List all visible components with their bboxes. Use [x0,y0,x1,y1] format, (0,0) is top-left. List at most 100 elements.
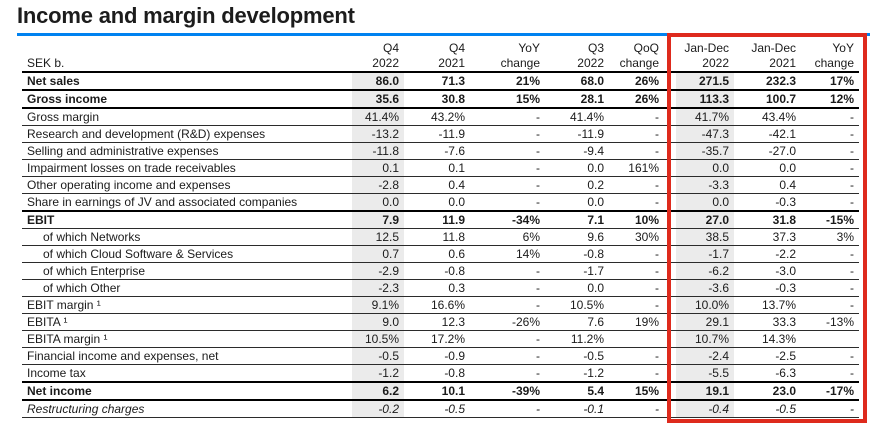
table-row: Net income 6.2 10.1 -39% 5.4 15% 19.1 23.0 -17% [22,382,859,401]
row-label: of which Enterprise [22,262,344,280]
cell-value: 16.6% [404,296,470,314]
cell-value: - [609,176,664,194]
cell-value: - [470,176,545,194]
cell-value: - [470,400,545,418]
cell-value: 10% [609,211,664,229]
cell-value: 3% [801,228,859,246]
table-row: Other operating income and expenses -2.8 0… [22,176,859,194]
column-header-line1: QoQ [633,41,659,55]
cell-value: -13% [801,313,859,331]
cell-value: - [609,364,664,383]
cell-value: - [609,108,664,126]
cell-value: -0.5 [734,400,801,418]
cell-value: 35.6 [344,90,404,109]
cell-value: 0.0 [664,193,734,212]
column-header: Jan-Dec 2022 [664,41,734,73]
table-row: Financial income and expenses, net -0.5 -0… [22,347,859,365]
row-label: Share in earnings of JV and associated c… [22,193,344,212]
cell-value: 14.3% [734,330,801,348]
cell-value: - [609,245,664,263]
row-label: EBITA ¹ [22,313,344,331]
column-header: QoQ change [609,41,664,73]
cell-value: 86.0 [344,72,404,91]
cell-value: 0.0 [545,159,609,177]
cell-value: 13.7% [734,296,801,314]
row-label: Income tax [22,364,344,383]
cell-value: - [801,364,859,383]
row-label: Research and development (R&D) expenses [22,125,344,143]
cell-value: -47.3 [664,125,734,143]
row-label: Restructuring charges [22,400,344,418]
cell-value: 0.0 [734,159,801,177]
cell-value: - [801,347,859,365]
cell-value: - [470,347,545,365]
row-label: Net sales [22,72,344,91]
table-row: EBITA ¹ 9.0 12.3 -26% 7.6 19% 29.1 33.3 -13% [22,313,859,331]
cell-value: 0.2 [545,176,609,194]
cell-value: 68.0 [545,72,609,91]
cell-value: -15% [801,211,859,229]
column-header: Q3 2022 [545,41,609,73]
cell-value: - [609,296,664,314]
cell-value: -42.1 [734,125,801,143]
column-header-line1: Q4 [382,41,399,55]
cell-value: -2.8 [344,176,404,194]
cell-value: -39% [470,382,545,401]
cell-value: -2.2 [734,245,801,263]
row-label: Net income [22,382,344,401]
cell-value: 6% [470,228,545,246]
cell-value: -5.5 [664,364,734,383]
cell-value: - [801,193,859,212]
cell-value: 113.3 [664,90,734,109]
column-header-line2: 2021 [769,55,796,70]
cell-value: -2.4 [664,347,734,365]
cell-value: 29.1 [664,313,734,331]
cell-value: - [470,142,545,160]
income-margin-table: SEK b. Q4 2022 Q4 2021 YoY change Q3 2022 QoQ cha… [22,41,859,418]
cell-value: 12.5 [344,228,404,246]
cell-value: -9.4 [545,142,609,160]
cell-value: 43.2% [404,108,470,126]
cell-value: 0.3 [404,279,470,297]
cell-value: 9.0 [344,313,404,331]
cell-value: 0.0 [664,159,734,177]
cell-value: 0.1 [404,159,470,177]
cell-value: -17% [801,382,859,401]
cell-value: 10.7% [664,330,734,348]
cell-value: 7.6 [545,313,609,331]
row-label: Impairment losses on trade receivables [22,159,344,177]
cell-value: 232.3 [734,72,801,91]
cell-value: -2.3 [344,279,404,297]
column-header-line1: YoY [518,41,540,55]
column-header-line1: Jan-Dec [684,41,729,55]
cell-value: 15% [609,382,664,401]
cell-value: -3.6 [664,279,734,297]
cell-value: - [470,330,545,348]
cell-value: 12% [801,90,859,109]
cell-value: - [801,159,859,177]
cell-value: 26% [609,72,664,91]
table-row: of which Other -2.3 0.3-0.0- -3.6 -0.3- [22,279,859,297]
column-header-line2: change [619,55,659,70]
cell-value: -7.6 [404,142,470,160]
cell-value: 0.7 [344,245,404,263]
unit-label: SEK b. [22,41,344,73]
cell-value: -0.3 [734,193,801,212]
cell-value: 17.2% [404,330,470,348]
row-label: EBIT margin ¹ [22,296,344,314]
cell-value: -0.5 [344,347,404,365]
cell-value: -0.8 [404,262,470,280]
cell-value: - [470,125,545,143]
page-title: Income and margin development [17,3,355,28]
cell-value: 7.1 [545,211,609,229]
cell-value: -6.3 [734,364,801,383]
cell-value: - [470,279,545,297]
cell-value: 27.0 [664,211,734,229]
cell-value: 9.1% [344,296,404,314]
cell-value: - [801,108,859,126]
cell-value: 0.4 [734,176,801,194]
table-row: of which Cloud Software & Services 0.7 0.6… [22,245,859,263]
cell-value: - [801,262,859,280]
cell-value: 10.5% [545,296,609,314]
cell-value: -0.4 [664,400,734,418]
